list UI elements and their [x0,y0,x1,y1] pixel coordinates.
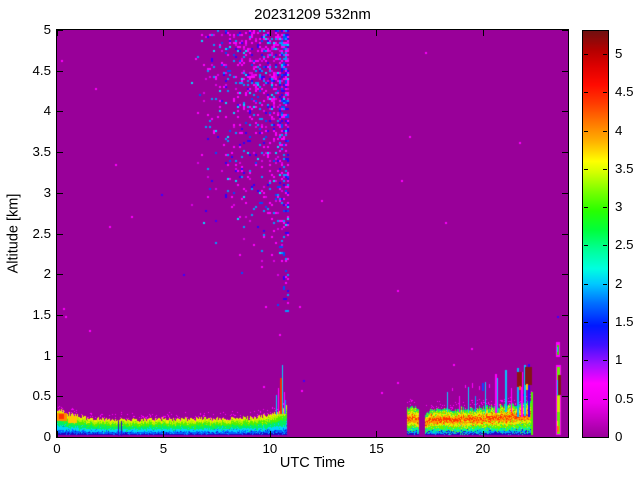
heatmap-canvas [57,30,568,437]
x-tick-top [269,30,271,36]
colorbar-tick [584,168,588,170]
colorbar-tick-label: 2.5 [615,237,634,253]
y-tick-right [562,30,568,31]
y-tick-label: 5 [43,22,51,37]
y-tick [57,30,63,31]
colorbar-tick [584,53,588,55]
y-tick-right [562,111,568,113]
colorbar-tick-label: 4.5 [615,84,634,100]
x-tick-top [163,30,165,36]
y-tick-label: 3.5 [32,144,52,160]
y-tick-right [562,274,568,276]
plot-frame [56,29,569,438]
x-tick-label: 10 [262,441,278,456]
y-tick [57,274,63,276]
colorbar-tick-label: 3 [615,199,623,215]
colorbar-tick [584,245,588,247]
colorbar-tick [603,130,607,132]
colorbar-tick [584,283,588,285]
colorbar-tick [584,398,588,400]
y-tick-right [562,355,568,357]
y-tick-right [562,233,568,235]
colorbar-tick [603,92,607,94]
y-tick-label: 3 [43,184,51,200]
y-tick-label: 1 [43,347,51,363]
colorbar-tick [603,398,607,400]
x-tick [376,431,378,437]
colorbar-tick [603,53,607,55]
plot-title: 20231209 532nm [254,6,371,23]
x-tick-label: 5 [159,441,168,456]
y-tick-right [562,437,568,438]
colorbar-tick-label: 2 [615,275,623,291]
y-tick [57,314,63,316]
colorbar-tick [603,360,607,362]
x-tick-label: 15 [368,441,384,456]
y-tick [57,152,63,154]
y-tick-right [562,152,568,154]
y-tick [57,70,63,72]
colorbar-tick [584,130,588,132]
colorbar-tick-label: 4 [615,122,623,138]
x-tick [163,431,165,437]
x-tick-label: 0 [53,441,61,456]
x-axis-label: UTC Time [279,455,346,471]
colorbar-tick [584,207,588,209]
y-tick-right [562,314,568,316]
y-tick [57,192,63,194]
y-tick-right [562,192,568,194]
y-tick [57,396,63,398]
y-tick-label: 4.5 [32,62,52,78]
x-tick-label: 20 [475,441,491,456]
y-tick [57,111,63,113]
y-tick-right [562,70,568,72]
y-tick-right [562,396,568,398]
colorbar [582,30,609,438]
x-tick-top [482,30,484,36]
y-tick-label: 0.5 [32,388,52,404]
x-tick [482,431,484,437]
y-tick [57,355,63,357]
colorbar-tick-label: 1 [615,352,623,368]
y-tick-label: 2 [43,266,51,282]
colorbar-tick-label: 1.5 [615,314,634,330]
x-tick-top [57,30,58,36]
y-tick [57,233,63,235]
colorbar-tick [603,168,607,170]
colorbar-tick [603,245,607,247]
colorbar-gradient [583,31,608,437]
colorbar-tick [584,92,588,94]
colorbar-tick-label: 5 [615,45,623,61]
x-tick [57,431,58,437]
colorbar-tick-label: 0.5 [615,390,634,406]
x-tick [269,431,271,437]
colorbar-tick-label: 0 [615,429,623,444]
y-tick-label: 0 [43,429,51,444]
y-tick-label: 4 [43,103,51,119]
colorbar-tick [584,322,588,324]
colorbar-tick-label: 3.5 [615,160,634,176]
y-tick [57,437,63,438]
colorbar-tick [584,360,588,362]
colorbar-tick [603,207,607,209]
x-tick-top [376,30,378,36]
y-tick-label: 2.5 [32,225,52,241]
colorbar-tick [603,283,607,285]
colorbar-tick [603,322,607,324]
y-tick-label: 1.5 [32,306,52,322]
